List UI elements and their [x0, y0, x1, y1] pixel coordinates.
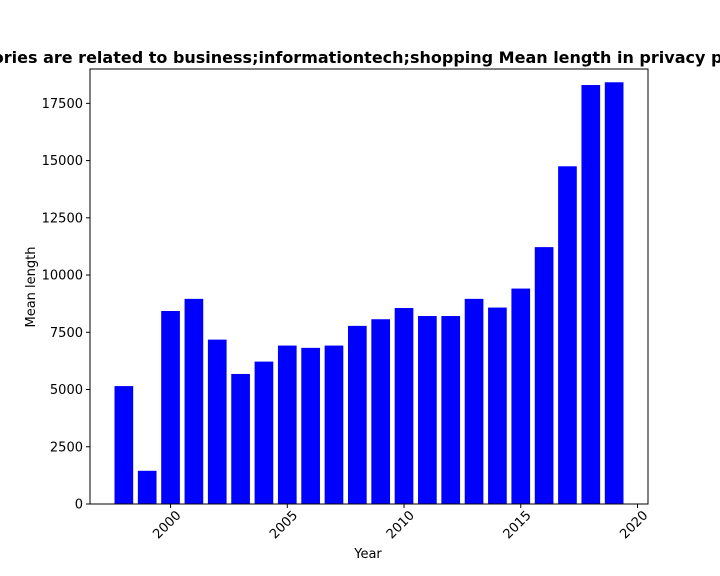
- y-tick-label: 12500: [42, 211, 83, 226]
- bar-2004: [254, 361, 274, 504]
- bar-2005: [277, 345, 297, 504]
- bar-2003: [231, 373, 250, 504]
- x-tick-label: 2000: [150, 508, 184, 542]
- x-tick-label: 2005: [267, 508, 301, 542]
- bar-2016: [534, 247, 554, 505]
- bar-2007: [324, 345, 344, 504]
- y-tick-label: 5000: [50, 383, 83, 398]
- bar-2008: [347, 325, 367, 504]
- y-tick-label: 17500: [42, 97, 83, 112]
- bar-2013: [464, 298, 484, 504]
- bar-2014: [488, 307, 507, 504]
- bar-1998: [114, 386, 134, 504]
- y-tick-label: 10000: [42, 269, 83, 284]
- y-axis-label: Mean length: [24, 247, 39, 328]
- y-tick-label: 0: [75, 498, 83, 513]
- x-tick-label: 2020: [617, 508, 651, 542]
- x-axis-ticks: 2000 2005 2010 2015 2020: [150, 504, 651, 542]
- bar-2019: [604, 82, 624, 505]
- bar-2001: [184, 298, 204, 504]
- bar-2009: [371, 319, 391, 504]
- bars-group: [114, 82, 624, 505]
- bar-2010: [394, 308, 414, 504]
- bar-2015: [511, 288, 531, 504]
- bar-2002: [207, 339, 227, 504]
- bar-2012: [441, 316, 461, 504]
- y-axis-ticks: 0 2500 5000 7500 10000 12500 15000 17500: [42, 97, 90, 513]
- y-tick-label: 15000: [42, 154, 83, 169]
- bar-2011: [418, 316, 437, 504]
- x-tick-label: 2015: [501, 508, 535, 542]
- bar-1999: [137, 470, 157, 504]
- x-axis-label: Year: [353, 547, 382, 562]
- chart-title: Categories are related to business;infor…: [0, 48, 720, 67]
- bar-2017: [558, 166, 577, 505]
- bar-2000: [161, 310, 180, 504]
- y-tick-label: 7500: [50, 326, 83, 341]
- bar-2006: [301, 347, 320, 504]
- y-tick-label: 2500: [50, 440, 83, 455]
- plot-frame: [89, 68, 649, 505]
- x-tick-label: 2010: [384, 508, 418, 542]
- bar-2018: [581, 85, 601, 505]
